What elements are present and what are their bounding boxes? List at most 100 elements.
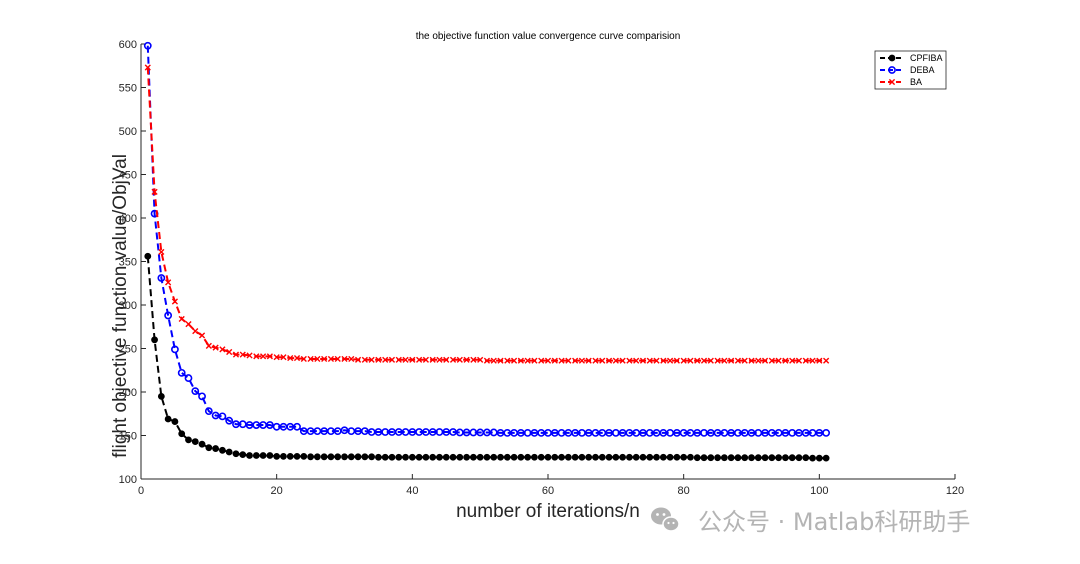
series-ba-point	[436, 356, 443, 363]
series-ba-point	[700, 357, 708, 364]
series-ba-point	[171, 298, 179, 305]
series-cpfiba-point	[422, 453, 430, 461]
series-cpfiba-point	[517, 453, 525, 461]
series-ba-point	[226, 348, 233, 356]
x-ticks: 0 20 40 60 80 100 120	[138, 474, 964, 497]
series-cpfiba-point	[157, 392, 165, 400]
series-cpfiba-point	[280, 452, 287, 460]
series-cpfiba-point	[748, 454, 755, 462]
series-ba-point	[280, 354, 287, 361]
series-ba-point	[477, 356, 484, 363]
series-deba-point	[822, 428, 831, 437]
series-cpfiba-point	[754, 454, 762, 462]
legend-ba-point	[888, 78, 896, 86]
series-ba-point	[761, 357, 769, 364]
series-ba-point	[504, 357, 511, 364]
series-cpfiba-point	[354, 453, 362, 461]
series-ba-point	[789, 357, 796, 364]
series-cpfiba-point	[544, 453, 552, 461]
legend-ba: BA	[880, 77, 922, 87]
series-ba-point	[748, 357, 755, 364]
series-cpfiba-point	[151, 336, 158, 344]
series-ba-point	[544, 357, 552, 364]
series-cpfiba-point	[232, 450, 240, 458]
series-ba-point	[653, 357, 660, 364]
y-tick-label: 100	[119, 474, 137, 486]
series-cpfiba-point	[178, 430, 186, 438]
series-ba-point	[714, 357, 721, 364]
series-cpfiba-point	[415, 453, 423, 461]
legend-deba-point	[888, 66, 896, 74]
series-cpfiba	[144, 252, 830, 462]
series-ba-point	[626, 357, 633, 364]
series-ba-point	[639, 357, 647, 364]
series-ba-point	[212, 344, 219, 351]
series-cpfiba-point	[259, 452, 267, 459]
series-deba-point	[184, 374, 193, 382]
series-ba-point	[578, 357, 586, 364]
series-ba-point	[592, 357, 599, 364]
series-cpfiba-point	[212, 445, 220, 452]
series-ba-point	[321, 355, 328, 363]
series-ba-point	[395, 356, 402, 363]
series-cpfiba-point	[490, 453, 498, 461]
series-cpfiba-point	[273, 452, 281, 460]
series-deba-line	[146, 45, 827, 434]
series-cpfiba-point	[571, 453, 579, 461]
series-ba-point	[151, 188, 158, 195]
series-cpfiba-point	[707, 454, 715, 462]
y-tick-label: 450	[119, 170, 137, 182]
series-deba-point	[198, 392, 206, 401]
series-cpfiba-point	[252, 452, 260, 459]
series-cpfiba-point	[239, 451, 247, 459]
watermark-text: 公众号 · Matlab科研助手	[698, 508, 970, 536]
series-cpfiba-point	[341, 453, 348, 461]
series-ba-point	[361, 356, 368, 363]
series-cpfiba-point	[320, 453, 328, 461]
series-cpfiba-point	[402, 453, 409, 461]
legend-deba: DEBA	[880, 65, 935, 75]
series-ba-point	[633, 357, 640, 364]
series-ba-point	[232, 351, 240, 358]
series-cpfiba-point	[815, 454, 823, 462]
series-ba-point	[327, 355, 335, 363]
series-ba-point	[694, 357, 701, 364]
series-ba-point	[490, 357, 497, 364]
y-tick-label: 150	[119, 431, 137, 443]
y-tick-label: 200	[119, 387, 137, 399]
series-cpfiba-point	[653, 453, 660, 461]
series-cpfiba-point	[476, 453, 484, 461]
series-cpfiba-point	[205, 444, 213, 452]
series-ba-point	[816, 357, 823, 364]
series-ba-point	[388, 356, 396, 363]
series-ba-point	[823, 357, 830, 364]
series-cpfiba-point	[381, 453, 389, 461]
series-deba-point	[143, 41, 152, 50]
series-ba-point	[510, 357, 518, 364]
series-ba-point	[463, 356, 470, 363]
series-cpfiba-point	[775, 454, 783, 462]
series-ba-point	[660, 357, 667, 364]
x-tick-label: 40	[406, 485, 418, 497]
series-cpfiba-point	[191, 438, 199, 445]
series-ba-point	[443, 356, 450, 363]
series-ba-point	[429, 356, 436, 363]
series-cpfiba-point	[164, 415, 172, 423]
series-ba-point	[158, 248, 165, 256]
series-ba-point	[721, 357, 728, 364]
series-ba-point	[517, 357, 524, 364]
wechat-icon	[651, 507, 680, 532]
series-ba-point	[646, 357, 653, 364]
series-cpfiba-point	[429, 453, 437, 461]
y-tick-label: 400	[119, 213, 137, 225]
series-ba-point	[531, 357, 538, 364]
series-cpfiba-point	[218, 446, 226, 454]
series-ba-point	[198, 332, 206, 339]
series-ba-point	[768, 357, 775, 364]
chart-title: the objective function value convergence…	[416, 31, 681, 42]
series-deba-point	[177, 368, 186, 377]
series-cpfiba-point	[802, 454, 810, 462]
series-cpfiba-point	[795, 454, 803, 462]
series-ba-point	[293, 354, 301, 362]
